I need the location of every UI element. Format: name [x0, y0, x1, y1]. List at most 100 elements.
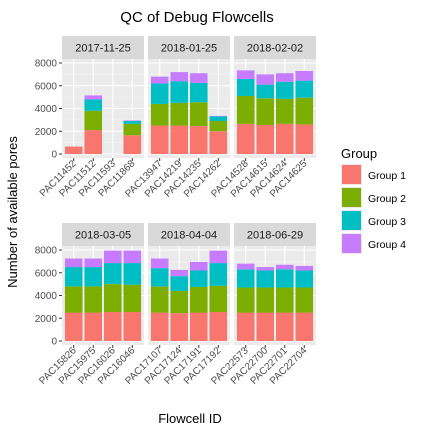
- bar-segment: [84, 99, 103, 111]
- bar-segment: [150, 125, 169, 154]
- bar-segment: [209, 263, 228, 286]
- facet-panel: 2018-03-0502000400060008000PAC15826PAC15…: [35, 223, 144, 387]
- bar-segment: [84, 258, 103, 268]
- legend-label: Group 4: [368, 239, 406, 251]
- bar-segment: [189, 73, 208, 83]
- legend: Group Group 1 Group 2 Group 3 Group 4: [341, 146, 406, 254]
- legend-swatch: [342, 188, 361, 207]
- facet-strip-label: 2018-03-05: [75, 230, 131, 242]
- bar-segment: [295, 70, 314, 81]
- bar-segment: [256, 84, 275, 99]
- y-tick-label: 2000: [35, 314, 58, 325]
- facet-strip-label: 2018-04-04: [161, 230, 217, 242]
- bar-segment: [236, 263, 255, 270]
- bar-segment: [295, 270, 314, 288]
- bar-segment: [275, 123, 294, 154]
- bar-segment: [209, 121, 228, 132]
- bar-segment: [170, 313, 189, 341]
- bar-segment: [84, 110, 103, 131]
- bar-segment: [103, 284, 122, 312]
- bar-segment: [209, 131, 228, 154]
- y-tick-label: 0: [51, 150, 57, 161]
- bar-segment: [189, 312, 208, 341]
- bar-segment: [209, 250, 228, 264]
- bar-segment: [103, 250, 122, 264]
- bar-segment: [150, 103, 169, 126]
- facet-strip: [234, 36, 316, 59]
- bar-segment: [64, 267, 83, 287]
- bar-segment: [275, 98, 294, 124]
- bar-segment: [170, 269, 189, 277]
- bar-segment: [170, 102, 189, 126]
- y-axis-title: Number of available pores: [5, 136, 20, 288]
- legend-swatch: [342, 211, 361, 230]
- bar-segment: [103, 263, 122, 285]
- bar-segment: [150, 76, 169, 84]
- bar-segment: [295, 124, 314, 154]
- bar-segment: [256, 270, 275, 288]
- bar-segment: [295, 265, 314, 271]
- facet-panel: 2017-11-2502000400060008000PAC11452PAC11…: [35, 36, 144, 199]
- bar-segment: [209, 116, 228, 122]
- bar-segment: [84, 95, 103, 100]
- bar-segment: [123, 121, 142, 124]
- bar-segment: [64, 258, 83, 268]
- bar-segment: [123, 135, 142, 154]
- bar-segment: [275, 269, 294, 288]
- legend-title: Group: [341, 146, 377, 161]
- bar-segment: [123, 284, 142, 312]
- bar-segment: [275, 81, 294, 99]
- bar-segment: [84, 267, 103, 287]
- bar-segment: [236, 95, 255, 124]
- bar-segment: [236, 269, 255, 288]
- y-tick-label: 6000: [35, 268, 58, 279]
- bar-segment: [170, 290, 189, 314]
- facet-strip: [148, 223, 230, 246]
- bar-segment: [256, 312, 275, 341]
- bar-segment: [256, 74, 275, 85]
- bar-segment: [256, 267, 275, 271]
- facet-panels: 2017-11-2502000400060008000PAC11452PAC11…: [35, 36, 316, 387]
- bar-segment: [236, 78, 255, 96]
- facet-strip: [148, 36, 230, 59]
- bar-segment: [275, 264, 294, 270]
- bar-segment: [150, 286, 169, 313]
- bar-segment: [189, 126, 208, 154]
- bar-segment: [170, 276, 189, 291]
- bar-segment: [209, 311, 228, 341]
- bar-segment: [123, 120, 142, 122]
- bar-segment: [150, 268, 169, 287]
- bar-segment: [236, 287, 255, 313]
- facet-strip: [234, 223, 316, 246]
- bar-segment: [189, 261, 208, 271]
- bar-segment: [189, 286, 208, 313]
- y-tick-label: 6000: [35, 81, 58, 92]
- bar-segment: [295, 97, 314, 125]
- facet-strip-label: 2018-02-02: [247, 43, 303, 55]
- bar-segment: [295, 287, 314, 313]
- bar-segment: [236, 312, 255, 341]
- y-tick-label: 8000: [35, 246, 58, 257]
- bar-segment: [64, 286, 83, 313]
- bar-segment: [123, 250, 142, 264]
- facet-strip: [62, 36, 144, 59]
- facet-strip-label: 2018-06-29: [247, 230, 303, 242]
- bar-segment: [170, 81, 189, 103]
- bar-segment: [84, 130, 103, 154]
- bar-segment: [295, 312, 314, 341]
- bar-segment: [64, 146, 83, 154]
- legend-label: Group 1: [368, 170, 406, 182]
- bar-segment: [150, 312, 169, 341]
- bar-segment: [189, 82, 208, 103]
- bar-segment: [295, 80, 314, 98]
- bar-segment: [84, 286, 103, 313]
- bar-segment: [123, 123, 142, 136]
- bar-segment: [209, 285, 228, 312]
- x-axis-title: Flowcell ID: [158, 411, 222, 426]
- bar-segment: [84, 312, 103, 341]
- chart-title: QC of Debug Flowcells: [120, 9, 273, 26]
- y-tick-label: 4000: [35, 104, 58, 115]
- legend-swatch: [342, 165, 361, 184]
- bar-segment: [275, 73, 294, 82]
